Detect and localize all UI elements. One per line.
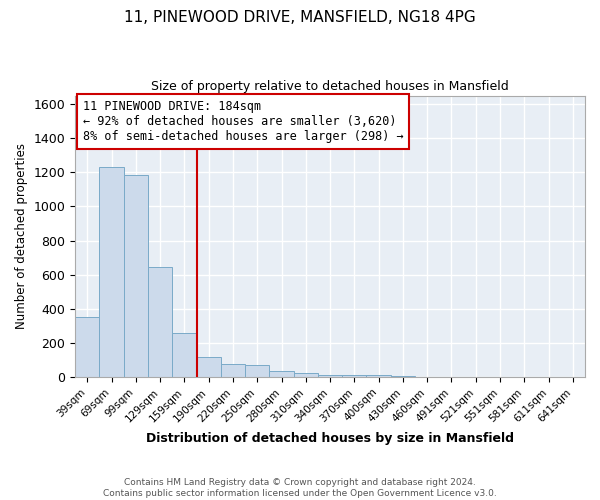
Bar	[148, 267, 172, 377]
Bar	[197, 356, 221, 377]
Bar	[318, 374, 342, 377]
Text: Contains HM Land Registry data © Crown copyright and database right 2024.
Contai: Contains HM Land Registry data © Crown c…	[103, 478, 497, 498]
Bar	[293, 374, 318, 377]
Bar	[75, 318, 100, 377]
Text: 11 PINEWOOD DRIVE: 184sqm
← 92% of detached houses are smaller (3,620)
8% of sem: 11 PINEWOOD DRIVE: 184sqm ← 92% of detac…	[83, 100, 403, 143]
Bar	[342, 375, 367, 377]
X-axis label: Distribution of detached houses by size in Mansfield: Distribution of detached houses by size …	[146, 432, 514, 445]
Y-axis label: Number of detached properties: Number of detached properties	[15, 144, 28, 330]
Bar	[269, 371, 293, 377]
Title: Size of property relative to detached houses in Mansfield: Size of property relative to detached ho…	[151, 80, 509, 93]
Bar	[100, 167, 124, 377]
Bar	[245, 366, 269, 377]
Bar	[172, 332, 197, 377]
Bar	[124, 175, 148, 377]
Bar	[391, 376, 415, 377]
Text: 11, PINEWOOD DRIVE, MANSFIELD, NG18 4PG: 11, PINEWOOD DRIVE, MANSFIELD, NG18 4PG	[124, 10, 476, 25]
Bar	[221, 364, 245, 377]
Bar	[367, 376, 391, 377]
